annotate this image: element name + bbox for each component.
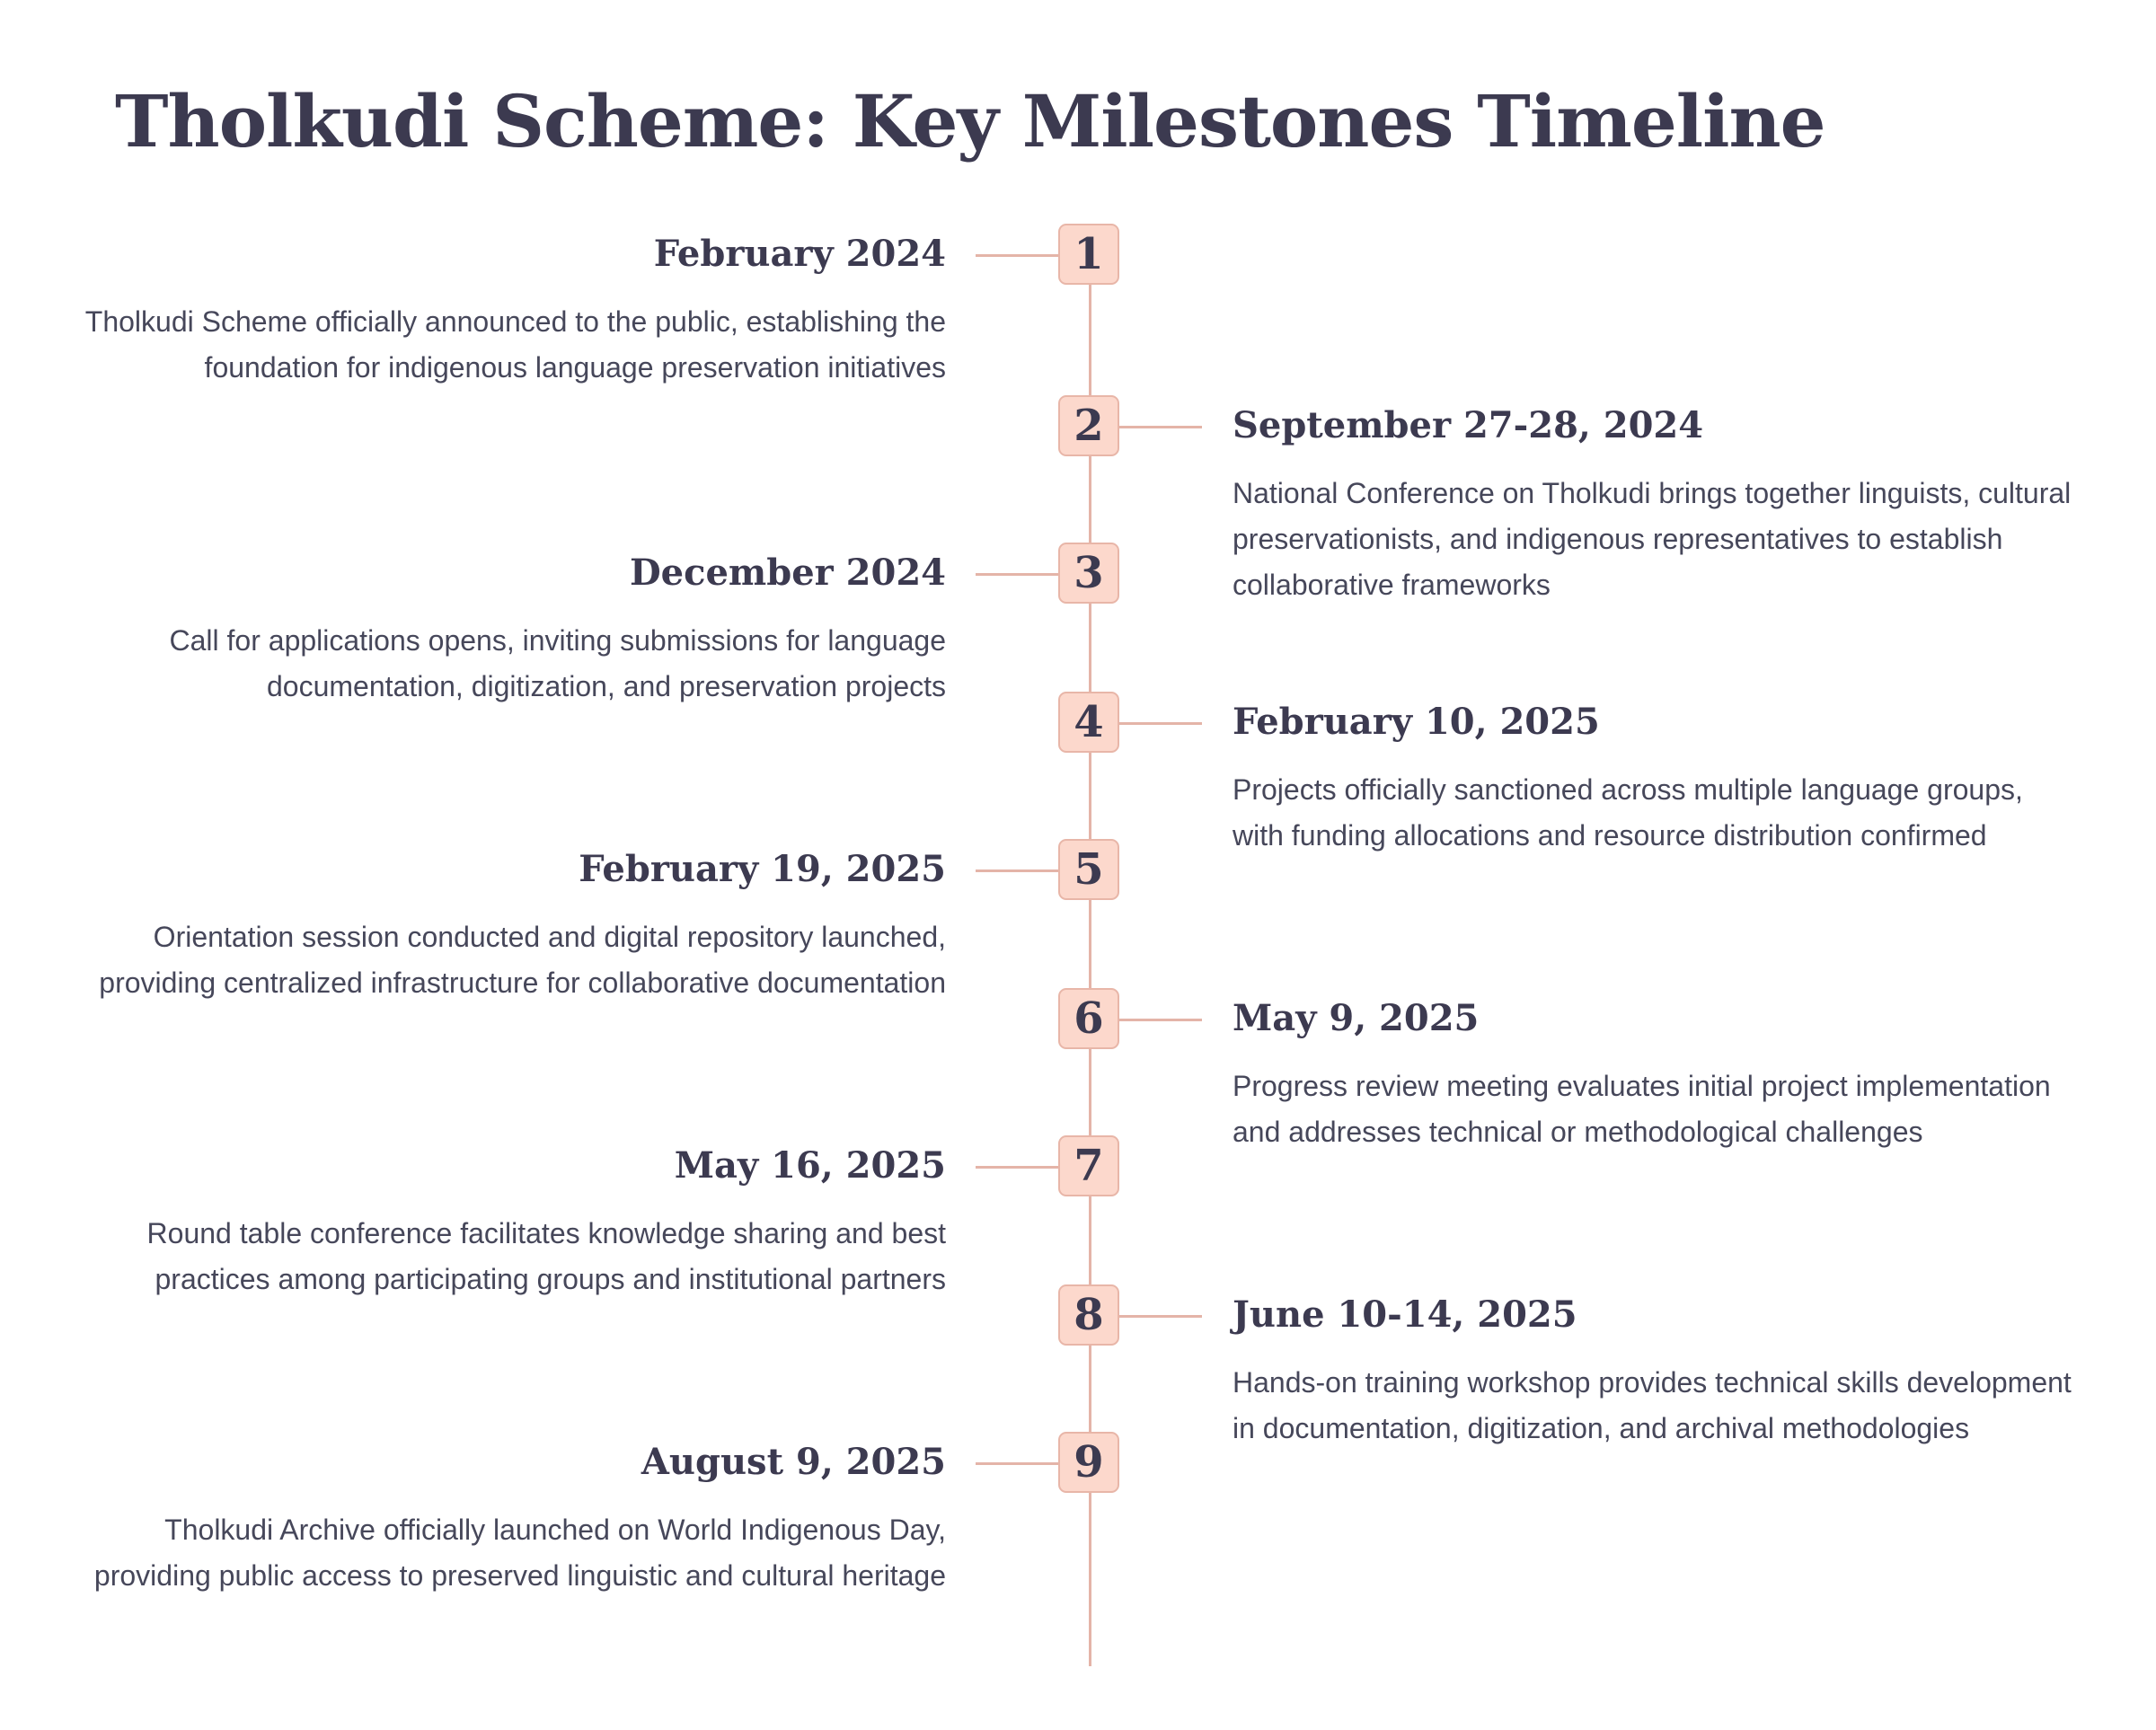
milestone-date: February 19, 2025	[579, 848, 946, 890]
milestone-date: December 2024	[629, 552, 946, 594]
milestone-connector	[1119, 426, 1202, 428]
milestone-description: Orientation session conducted and digita…	[99, 921, 946, 999]
milestone-connector	[976, 1166, 1058, 1169]
milestone-number-badge: 3	[1058, 543, 1119, 604]
milestone-number-badge: 4	[1058, 692, 1119, 753]
milestone-number-badge: 1	[1058, 224, 1119, 285]
milestone-connector	[1119, 1019, 1202, 1021]
milestone-date: February 10, 2025	[1233, 701, 1600, 743]
milestone-number-badge: 8	[1058, 1284, 1119, 1346]
milestone-description: Round table conference facilitates knowl…	[146, 1217, 946, 1295]
milestone-date: June 10-14, 2025	[1233, 1293, 1577, 1336]
milestone-connector	[976, 254, 1058, 257]
timeline-spine	[1089, 256, 1091, 1666]
milestone-date: September 27-28, 2024	[1233, 404, 1704, 446]
milestone-connector	[1119, 722, 1202, 725]
milestone-number-badge: 2	[1058, 395, 1119, 456]
milestone-description: National Conference on Tholkudi brings t…	[1233, 477, 2072, 601]
milestone-number-badge: 5	[1058, 839, 1119, 900]
milestone-connector	[976, 869, 1058, 872]
milestone-connector	[976, 573, 1058, 576]
milestone-date: February 2024	[653, 233, 946, 275]
milestone-description: Projects officially sanctioned across mu…	[1233, 773, 2023, 852]
milestone-connector	[1119, 1315, 1202, 1318]
milestone-connector	[976, 1462, 1058, 1465]
milestone-number-badge: 7	[1058, 1135, 1119, 1196]
milestone-number-badge: 6	[1058, 988, 1119, 1049]
milestone-description: Hands-on training workshop provides tech…	[1233, 1366, 2072, 1444]
page-title: Tholkudi Scheme: Key Milestones Timeline	[115, 79, 1826, 163]
milestone-date: August 9, 2025	[641, 1441, 946, 1483]
milestone-description: Tholkudi Scheme officially announced to …	[84, 305, 946, 384]
milestone-number-badge: 9	[1058, 1432, 1119, 1493]
milestone-description: Progress review meeting evaluates initia…	[1233, 1070, 2051, 1148]
milestone-description: Tholkudi Archive officially launched on …	[93, 1514, 946, 1592]
milestone-date: May 16, 2025	[674, 1144, 946, 1187]
milestone-date: May 9, 2025	[1233, 997, 1480, 1039]
milestone-description: Call for applications opens, inviting su…	[169, 624, 946, 702]
